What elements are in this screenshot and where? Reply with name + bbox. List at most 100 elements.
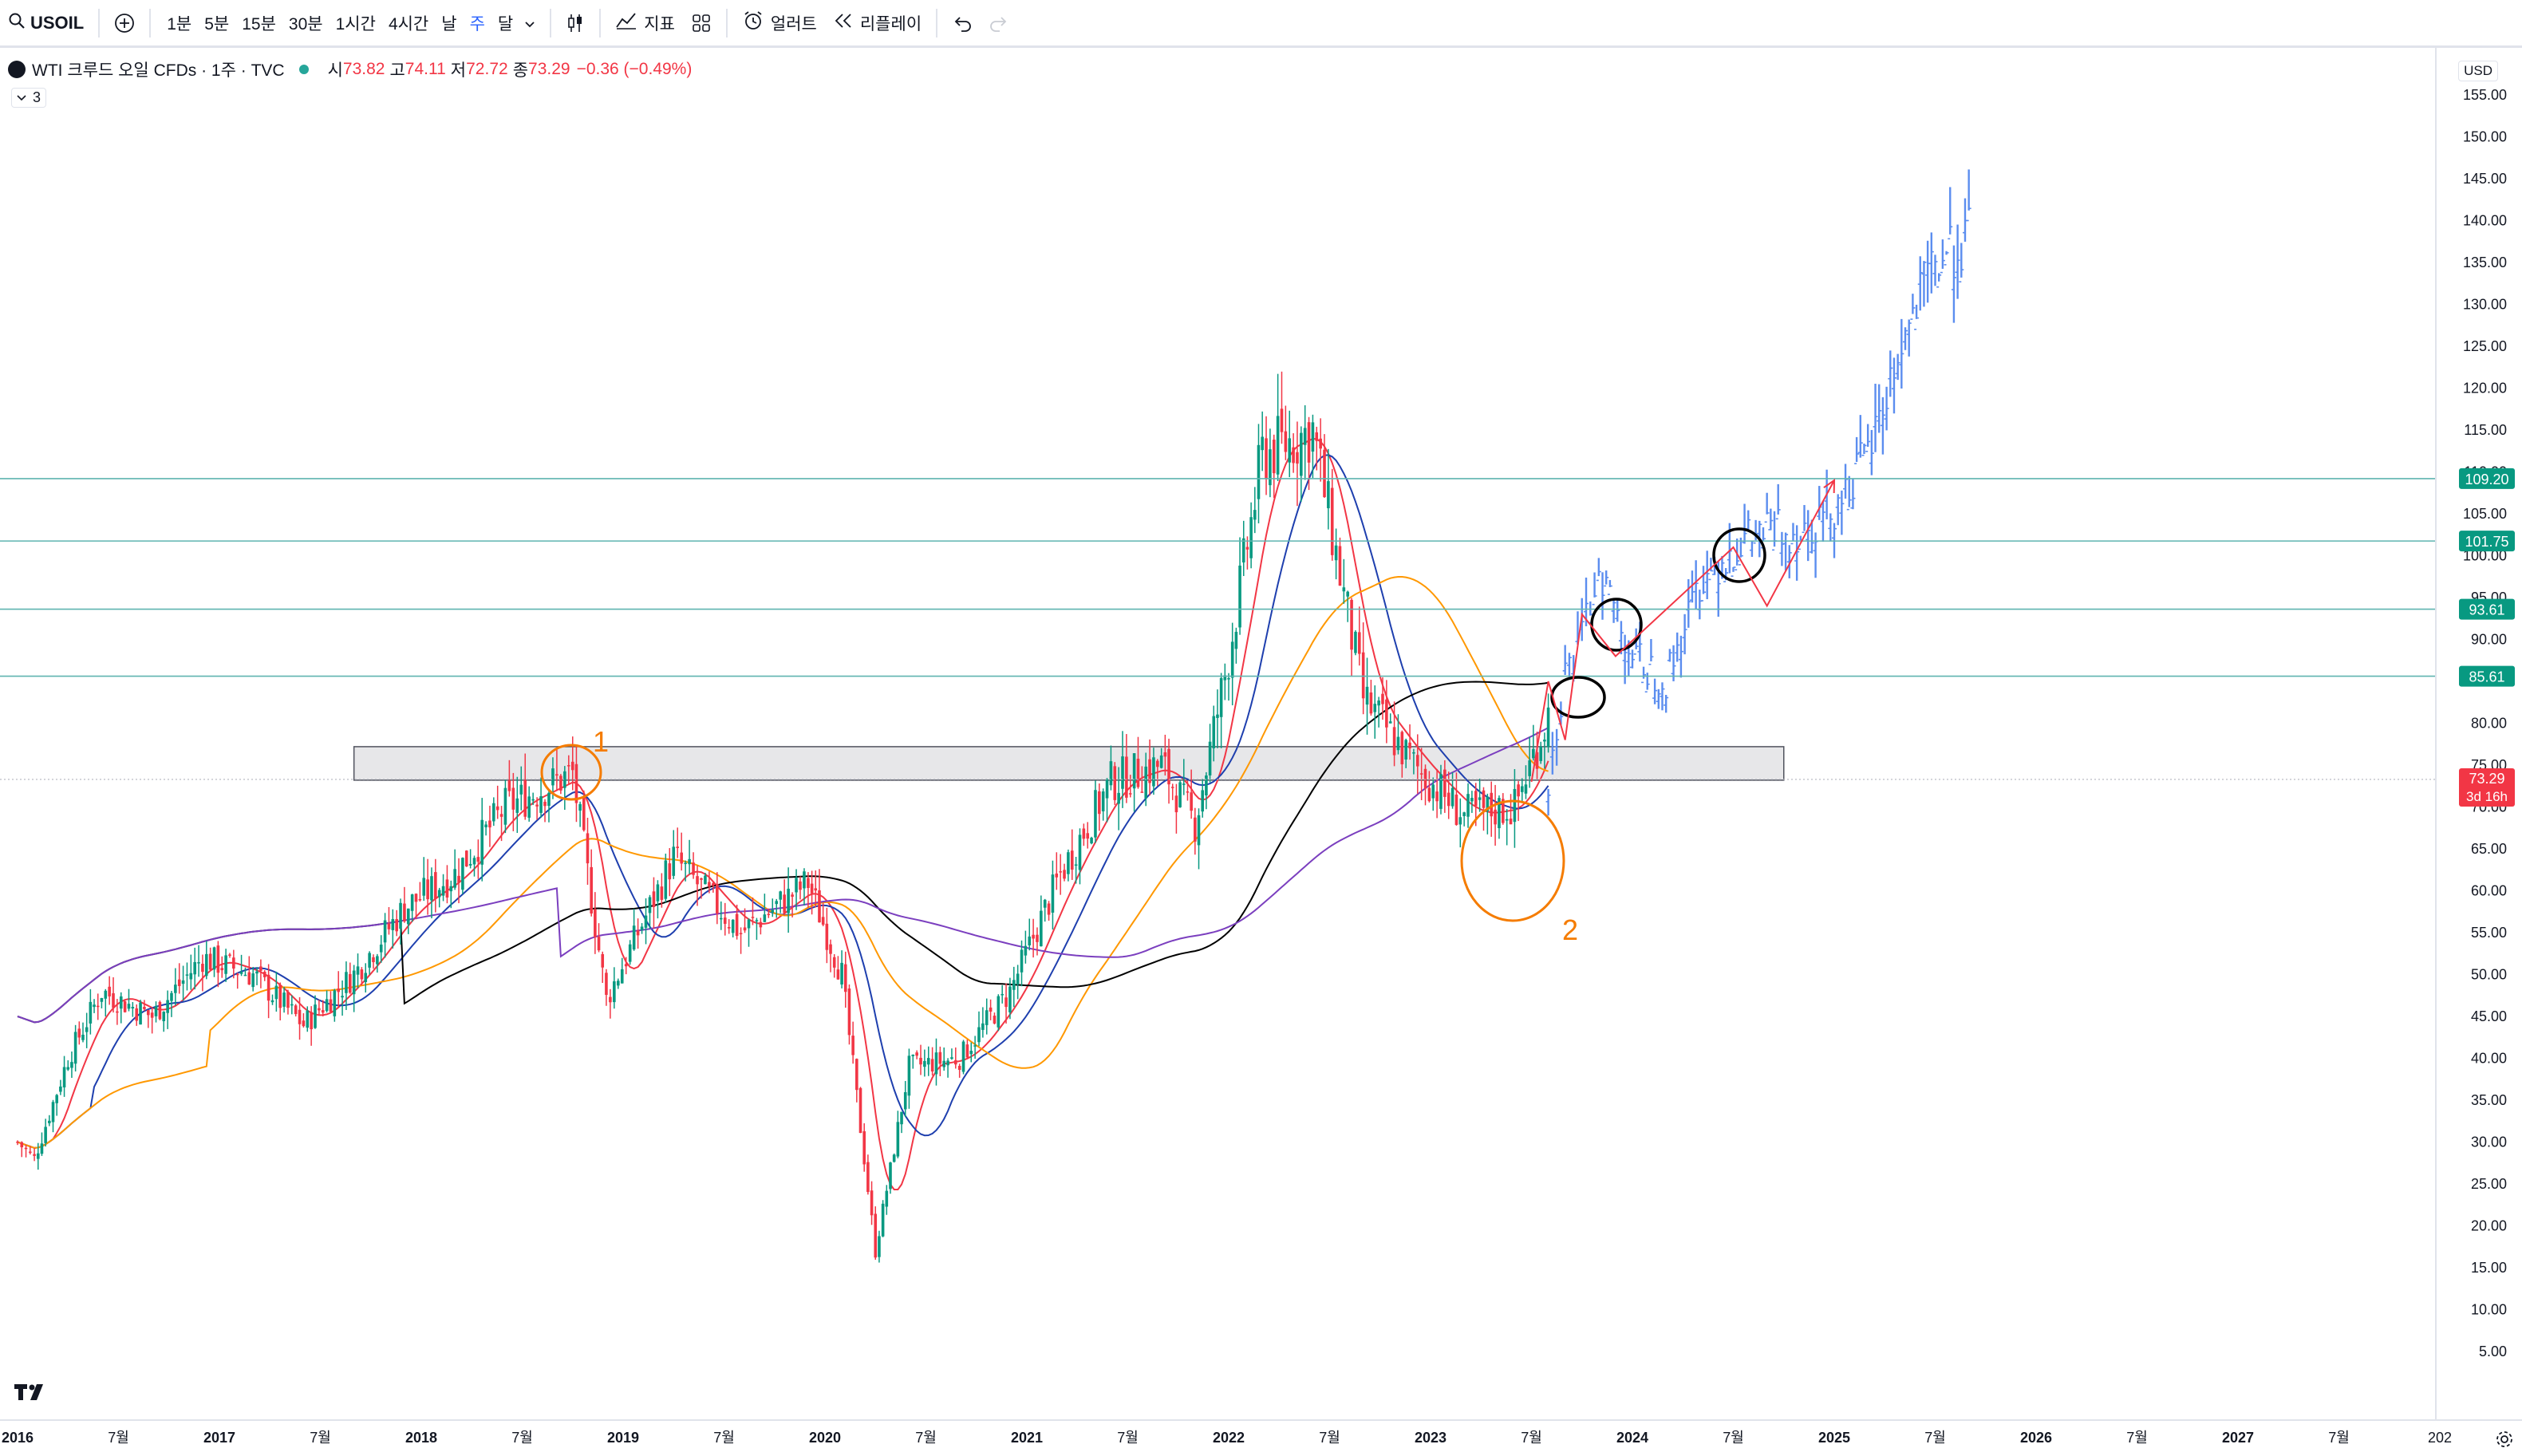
candle-body (1454, 794, 1458, 825)
time-tick: 202 (2428, 1430, 2452, 1446)
interval-day[interactable]: 날 (441, 14, 457, 34)
price-tick: 35.00 (2471, 1092, 2507, 1108)
tradingview-logo[interactable] (14, 1384, 49, 1406)
candle-body (1520, 786, 1524, 792)
candle-body (406, 908, 410, 925)
indicators-collapse-button[interactable]: 3 (11, 88, 47, 108)
candle-body (391, 918, 395, 930)
candle-body (24, 1147, 28, 1150)
red-projection-path[interactable] (1530, 479, 1836, 783)
time-tick: 2018 (405, 1430, 437, 1446)
marker-circle-3[interactable] (1712, 527, 1766, 583)
search-icon (8, 12, 26, 34)
undo-button[interactable] (944, 0, 981, 47)
candle-body (36, 1153, 40, 1159)
chart-type-button[interactable] (558, 0, 593, 47)
candle-body (1338, 546, 1342, 586)
chart-legend[interactable]: WTI 크루드 오일 CFDs · 1주 · TVC 시 73.82 고 74.11… (8, 57, 692, 81)
candle-body (1156, 760, 1159, 767)
candle-body (1212, 716, 1216, 748)
candle-body (399, 902, 402, 929)
candle-body (208, 953, 212, 970)
time-tick: 7월 (511, 1430, 533, 1446)
compare-button[interactable] (106, 0, 143, 47)
interval-5m[interactable]: 5분 (204, 14, 230, 34)
moving-average-line (17, 576, 1549, 1149)
chevron-down-icon[interactable] (519, 13, 540, 34)
gear-icon[interactable] (2495, 1430, 2514, 1453)
indicators-button[interactable]: 지표 (607, 0, 683, 47)
price-tick: 10.00 (2471, 1302, 2507, 1318)
interval-4h[interactable]: 4시간 (388, 14, 429, 34)
candle-body (1470, 798, 1474, 802)
candle-body (488, 820, 491, 828)
candle-body (807, 878, 810, 889)
candle-body (228, 954, 231, 956)
candle-body (507, 780, 511, 791)
marker-circle-1[interactable] (1550, 676, 1606, 719)
price-axis[interactable]: 155.00 150.00 145.00 140.00 135.00 130.00 125.… (2435, 48, 2507, 1420)
candle-body (93, 1004, 96, 1008)
candle-body (376, 956, 379, 965)
candle-body (1532, 748, 1535, 759)
interval-week[interactable]: 주 (469, 14, 485, 34)
candle-body (1109, 761, 1113, 786)
time-tick: 7월 (713, 1430, 735, 1446)
candle-body (282, 992, 286, 1007)
candle-body (535, 804, 539, 807)
candle-body (62, 1067, 66, 1087)
candle-body (1330, 487, 1334, 555)
candle-body (1245, 546, 1249, 550)
candle-body (1078, 835, 1082, 870)
candle-body (81, 1034, 85, 1040)
time-axis[interactable]: 2016 7월 2017 7월 2018 7월 2019 7월 2020 7월 2021 7월 2022… (0, 1419, 2522, 1446)
time-tick: 7월 (1319, 1430, 1340, 1446)
candle-body (116, 1011, 119, 1013)
candle-body (923, 1060, 926, 1067)
redo-button[interactable] (981, 0, 1017, 47)
annotation-circle-2[interactable] (1460, 799, 1565, 922)
candle-body (1482, 790, 1486, 808)
interval-month[interactable]: 달 (497, 14, 514, 34)
candle-body (1032, 934, 1035, 939)
time-tick: 7월 (1521, 1430, 1542, 1446)
candle-body (333, 990, 337, 1016)
candle-body (1400, 732, 1404, 764)
candle-body (866, 1162, 870, 1193)
annotation-circle-1[interactable] (540, 744, 602, 801)
templates-button[interactable] (683, 0, 720, 47)
alert-button[interactable]: 얼러트 (734, 0, 825, 47)
candle-body (1423, 768, 1427, 789)
candle-body (1373, 704, 1377, 712)
candle-body (1238, 565, 1241, 628)
candle-body (519, 784, 523, 795)
candle-body (499, 814, 503, 817)
candle-body (795, 878, 798, 893)
replay-button[interactable]: 리플레이 (825, 0, 929, 47)
candle-body (688, 858, 691, 865)
drawings[interactable]: 1 2 (540, 527, 1766, 946)
divider (936, 8, 938, 37)
interval-1m[interactable]: 1분 (167, 14, 192, 34)
interval-15m[interactable]: 15분 (242, 14, 276, 34)
candle-body (700, 878, 703, 880)
high-label: 고 (389, 61, 405, 80)
candle-body (885, 1190, 889, 1207)
interval-1h[interactable]: 1시간 (335, 14, 376, 34)
interval-30m[interactable]: 30분 (288, 14, 323, 34)
candle-body (1478, 797, 1482, 800)
legend-title[interactable]: WTI 크루드 오일 CFDs · 1주 · TVC (32, 61, 285, 80)
price-tick: 130.00 (2463, 297, 2507, 313)
price-badge-text: 109.20 (2465, 472, 2508, 487)
candle-body (1223, 675, 1227, 681)
candle-body (329, 999, 333, 1012)
candle-body (855, 1059, 858, 1091)
candle-body (1197, 815, 1201, 846)
currency-label[interactable]: USD (2458, 61, 2498, 81)
horizontal-levels[interactable] (0, 478, 2436, 780)
marker-circle-2[interactable] (1590, 598, 1643, 652)
symbol-search[interactable]: USOIL (0, 0, 92, 47)
candle-body (1517, 784, 1520, 797)
candle-body (430, 876, 433, 901)
